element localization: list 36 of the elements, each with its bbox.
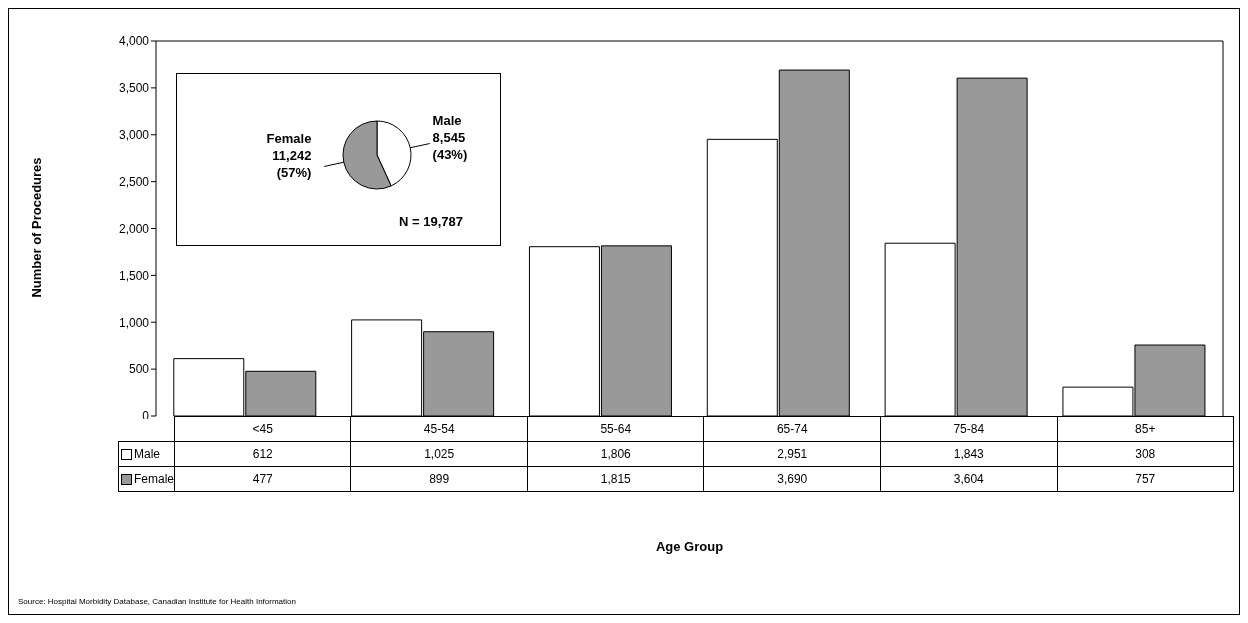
y-tick-label: 3,000: [118, 128, 150, 143]
x-axis-title: Age Group: [654, 539, 725, 554]
x-tick-label: 55-64: [527, 416, 704, 442]
y-tick-label: 2,000: [118, 221, 150, 236]
x-tick-label: 85+: [1057, 416, 1234, 442]
data-label: 1,815: [527, 466, 704, 492]
data-label: 11,242 (57%): [272, 148, 312, 181]
y-tick-label: 2,500: [118, 174, 150, 189]
x-tick-label: 65-74: [703, 416, 881, 442]
source-note: Source: Hospital Morbidity Database, Canadian Institute for Health Information: [18, 597, 296, 606]
data-label: 308: [1057, 441, 1234, 467]
data-label: 899: [350, 466, 528, 492]
data-label: 8,545 (43%): [432, 129, 468, 162]
y-tick-label: 4,000: [118, 34, 150, 49]
x-tick-label: <45: [174, 416, 351, 442]
y-tick-label: 500: [128, 362, 150, 377]
data-label: 1,843: [880, 441, 1058, 467]
slice-label: Female: [266, 131, 312, 147]
legend-label: Male: [118, 441, 175, 467]
data-label: 3,690: [703, 466, 881, 492]
y-tick-label: 1,000: [118, 315, 150, 330]
data-label: 1,806: [527, 441, 704, 467]
data-label: 757: [1057, 466, 1234, 492]
y-axis-title: Number of Procedures: [28, 156, 44, 300]
slice-label: Male: [432, 112, 462, 128]
annotation: N = 19,787: [399, 214, 463, 229]
data-label: 477: [174, 466, 351, 492]
data-label: 2,951: [703, 441, 881, 467]
data-label: 612: [174, 441, 351, 467]
x-tick-label: 75-84: [880, 416, 1058, 442]
y-tick-label: 3,500: [118, 81, 150, 96]
data-label: 1,025: [350, 441, 528, 467]
x-tick-label: 45-54: [350, 416, 528, 442]
legend-label: Female: [118, 466, 175, 492]
y-tick-label: 1,500: [118, 268, 150, 283]
data-label: 3,604: [880, 466, 1058, 492]
